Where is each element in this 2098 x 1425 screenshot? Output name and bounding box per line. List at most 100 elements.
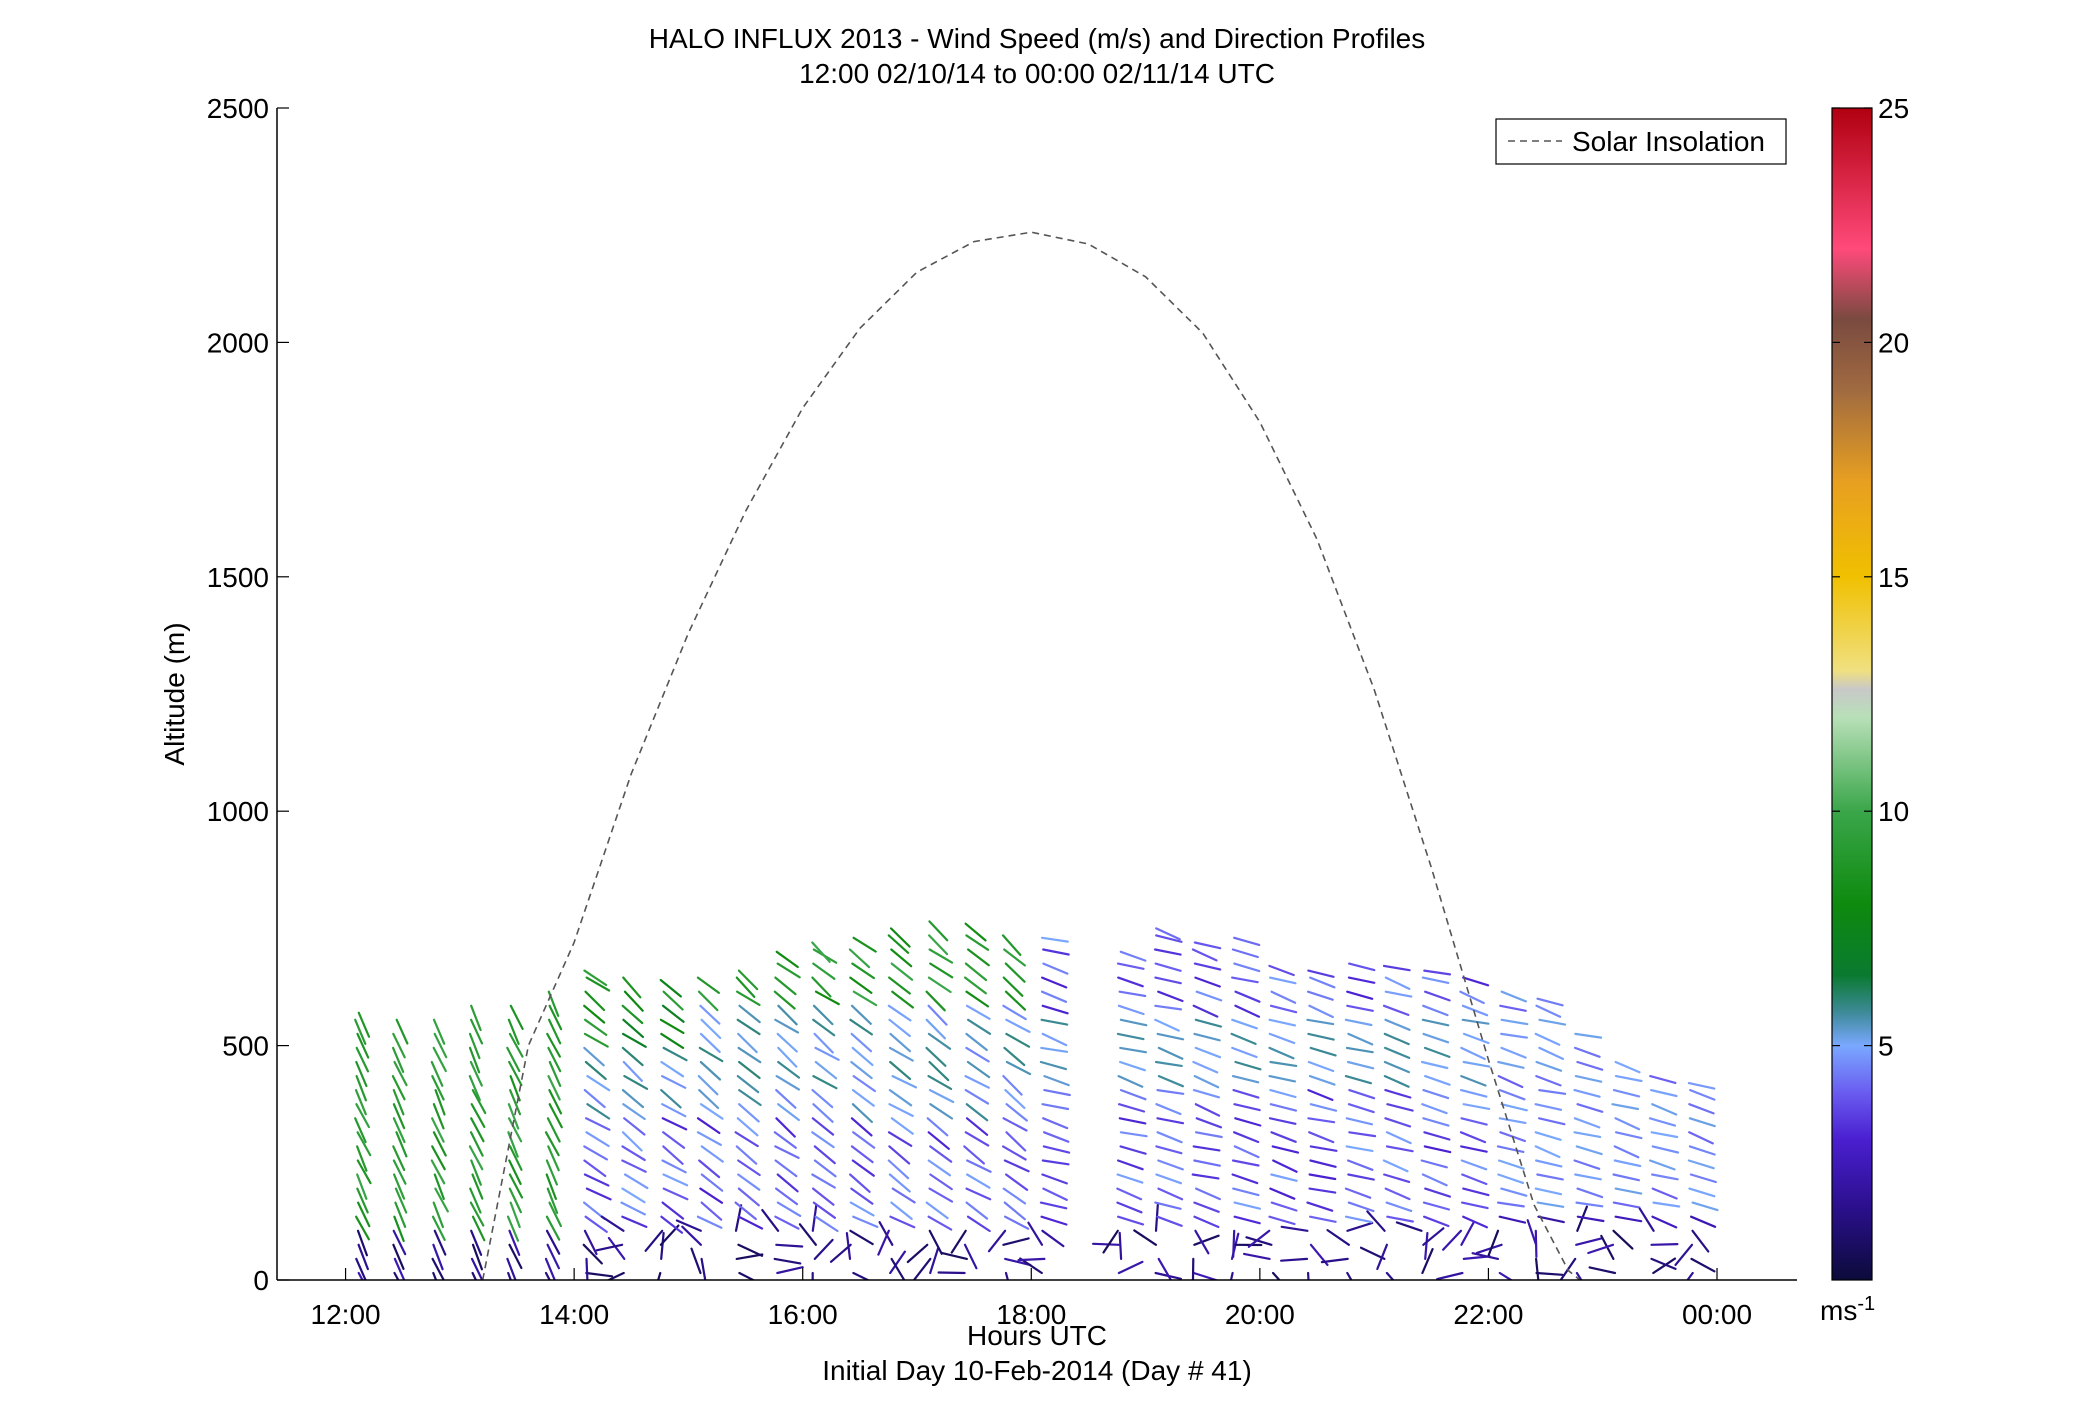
wind-vector [1117,1004,1145,1016]
wind-vector [1157,1257,1173,1280]
wind-vector [1091,1242,1121,1246]
wind-vector [1421,1018,1450,1027]
wind-vector [964,1131,990,1147]
wind-vector [925,1046,947,1067]
wind-vector [925,1201,949,1220]
wind-vector [1247,1229,1271,1248]
wind-vector [889,927,911,948]
wind-vector [621,1145,646,1162]
wind-vector [470,1018,484,1045]
wind-vector [1154,976,1182,985]
wind-vector [1117,1260,1144,1275]
wind-vector [354,1117,367,1144]
wind-vector [890,1257,906,1280]
wind-vector [585,976,611,992]
wind-vector [1234,1117,1262,1127]
wind-vector [1119,1145,1147,1155]
wind-vector [508,1229,521,1257]
wind-vector [1193,1032,1221,1042]
wind-vector [1535,1074,1562,1087]
wind-vector [393,1060,408,1087]
wind-vector [812,1201,837,1219]
wind-vector [470,1117,485,1143]
wind-vector [1461,1018,1490,1025]
wind-vector [1691,1201,1719,1212]
plot-area: 0 500 1000 1500 2000 2500 12:00 14:00 16:00 18:0… [207,93,1797,1330]
wind-vector [506,1257,517,1280]
wind-vector [1116,1173,1144,1184]
wind-vector [1270,1201,1298,1212]
wind-vector [965,1004,991,1020]
wind-vector [583,1088,606,1109]
wind-vector [1384,1117,1412,1128]
wind-vector [812,1018,836,1037]
wind-vector [1118,1231,1123,1261]
wind-vector [583,1004,606,1024]
wind-vector [1576,1215,1605,1223]
wind-vector [508,1173,524,1199]
wind-vector [813,1159,837,1178]
wind-vector [355,1060,368,1088]
wind-vector [1041,1229,1065,1248]
wind-vector [761,1208,780,1232]
wind-vector [1460,1074,1487,1087]
wind-vector [1347,1103,1375,1114]
wind-vector [1307,969,1335,978]
wind-barbs-layer [354,920,1719,1280]
wind-vector [1117,1074,1144,1088]
wind-vector [1156,1032,1185,1041]
wind-vector [1269,1187,1296,1200]
wind-vector [471,1271,478,1280]
wind-vector [1422,1032,1450,1044]
wind-vector [1194,1187,1222,1201]
wind-vector [1497,1074,1524,1089]
wind-vector [1042,1145,1071,1154]
wind-vector [850,1145,874,1164]
wind-vector [583,1173,610,1187]
wind-vector [660,1074,687,1089]
wind-vector [621,1004,644,1025]
wind-vector [1193,941,1222,950]
wind-vector [1154,1203,1159,1232]
wind-vector [906,1243,929,1264]
wind-vector [662,1131,686,1149]
wind-vector [355,1257,367,1280]
wind-vector [1536,997,1564,1007]
wind-vector [1155,1103,1182,1116]
wind-vector [545,1215,561,1241]
wind-vector [1154,1018,1180,1032]
wind-vector [1535,1060,1563,1072]
wind-vector [1649,1074,1677,1085]
wind-vector [1638,1207,1655,1232]
wind-vector [965,934,990,951]
wind-vector [1460,1220,1476,1246]
wind-vector [1133,1229,1158,1246]
wind-vector [469,1060,483,1087]
wind-vector [1689,1215,1717,1228]
wind-vector [737,1243,764,1257]
wind-vector [430,1159,446,1185]
wind-vector [431,1215,446,1242]
wind-vector [950,1229,967,1254]
y-ticks: 0 500 1000 1500 2000 2500 [207,93,289,1296]
wind-vector [1042,1117,1069,1130]
wind-vector [1386,1215,1414,1223]
colorbar-unit-base: ms [1820,1295,1857,1326]
wind-vector [1650,1242,1679,1246]
wind-vector [1462,1215,1489,1229]
wind-vector [1611,1103,1640,1111]
wind-vector [773,990,796,1010]
wind-vector [774,1145,800,1160]
wind-vector [737,1103,760,1123]
wind-vector [661,1159,687,1174]
wind-vector [1612,1173,1641,1182]
wind-vector [1576,1205,1589,1232]
wind-vector [357,1011,371,1038]
wind-vector [1040,1215,1068,1226]
wind-vector [1005,1032,1031,1048]
wind-vector [600,1215,625,1232]
wind-vector [1005,1131,1027,1152]
wind-vector [547,1018,562,1045]
wind-vector [546,1032,562,1058]
